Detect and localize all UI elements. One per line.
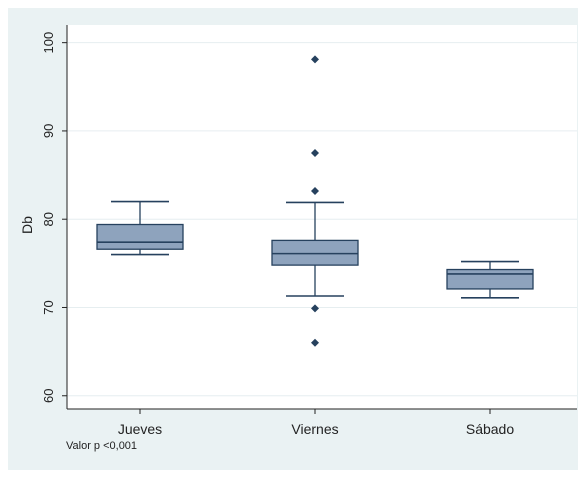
x-tick-label-jueves: Jueves [118, 421, 162, 437]
box-plot-chart: 60 70 80 90 100 Jueves Viernes Sábado Db Valor … [19, 25, 577, 452]
outlier-point-1-3 [311, 304, 319, 313]
box-group-2 [446, 260, 534, 299]
box-group-0 [96, 200, 184, 256]
box-group-1 [271, 55, 359, 347]
outlier-point-1-0 [311, 55, 319, 64]
x-tick-label-sábado: Sábado [466, 421, 514, 437]
y-tick-label-100: 100 [41, 32, 56, 54]
box-1 [271, 239, 359, 266]
y-tick-label-80: 80 [41, 212, 56, 226]
y-tick-label-60: 60 [41, 389, 56, 403]
chart-frame: 60 70 80 90 100 Jueves Viernes Sábado Db Valor … [8, 8, 578, 470]
y-tick-label-90: 90 [41, 124, 56, 138]
boxes [96, 55, 534, 347]
plot-area [67, 25, 577, 409]
outlier-point-1-4 [311, 338, 319, 347]
y-axis-title: Db [19, 216, 35, 234]
x-tick-label-viernes: Viernes [291, 421, 338, 437]
y-tick-label-70: 70 [41, 300, 56, 314]
box-0 [96, 223, 184, 250]
grid-lines [67, 42, 577, 397]
outlier-point-1-1 [311, 149, 319, 157]
outlier-point-1-2 [311, 186, 319, 195]
axes: 60 70 80 90 100 Jueves Viernes Sábado [41, 25, 577, 437]
box-2 [446, 268, 534, 290]
p-value-note: Valor p <0,001 [66, 440, 137, 452]
